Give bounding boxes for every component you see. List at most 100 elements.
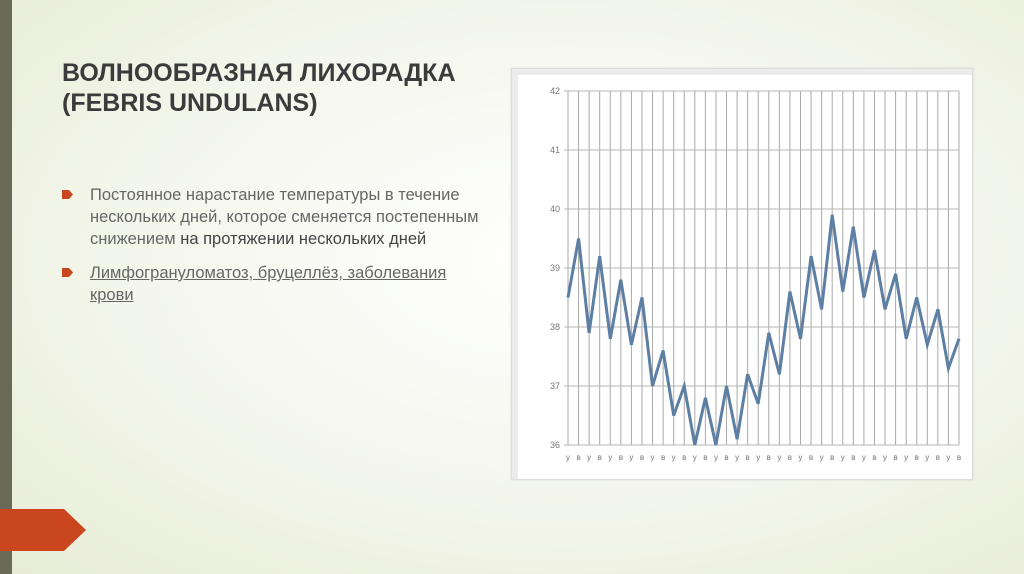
- bullet-text-part2: на протяжении нескольких дней: [180, 230, 427, 248]
- x-tick-label: в: [851, 453, 855, 462]
- temperature-data-point: [609, 338, 611, 340]
- x-tick-label: у: [735, 453, 739, 462]
- temperature-data-point: [673, 415, 675, 416]
- x-tick-label: у: [798, 453, 802, 462]
- x-tick-label: у: [693, 453, 697, 462]
- temperature-data-point: [683, 385, 685, 387]
- bullet-list: Постоянное нарастание температуры в тече…: [62, 184, 482, 318]
- x-tick-label: в: [957, 453, 961, 462]
- y-tick-label: 42: [550, 86, 560, 96]
- temperature-data-point: [947, 367, 949, 369]
- temperature-data-point: [768, 332, 770, 334]
- x-tick-label: у: [820, 453, 824, 462]
- temperature-data-point: [567, 297, 569, 298]
- temperature-data-point: [757, 403, 759, 405]
- temperature-series-line: [566, 214, 961, 446]
- x-tick-label: в: [703, 453, 707, 462]
- temperature-data-point: [736, 438, 738, 440]
- temperature-data-point: [831, 214, 833, 216]
- temperature-data-point: [599, 255, 601, 257]
- temperature-data-point: [905, 338, 907, 340]
- temperature-data-point: [789, 291, 791, 293]
- x-tick-label: в: [746, 453, 750, 462]
- temperature-data-point: [937, 308, 939, 310]
- x-tick-label: в: [936, 453, 940, 462]
- x-tick-label: у: [672, 453, 676, 462]
- temperature-data-point: [704, 397, 706, 399]
- temperature-data-point: [694, 444, 696, 446]
- x-tick-label: в: [788, 453, 792, 462]
- x-tick-label: в: [872, 453, 876, 462]
- temperature-data-point: [799, 338, 801, 340]
- temperature-data-point: [852, 226, 854, 228]
- arrow-tab-decoration: [0, 509, 86, 551]
- x-tick-label: у: [608, 453, 612, 462]
- x-tick-label: в: [682, 453, 686, 462]
- y-tick-label: 40: [550, 204, 560, 214]
- x-tick-label: у: [587, 453, 591, 462]
- arrow-bullet-icon: [62, 190, 73, 199]
- x-tick-label: у: [925, 453, 929, 462]
- y-tick-label: 37: [550, 381, 560, 391]
- temperature-data-point: [916, 297, 918, 298]
- temperature-data-point: [778, 373, 780, 375]
- temperature-data-point: [715, 444, 717, 446]
- x-tick-label: в: [619, 453, 623, 462]
- x-tick-label: в: [640, 453, 644, 462]
- x-tick-label: в: [724, 453, 728, 462]
- x-tick-label: в: [576, 453, 580, 462]
- x-tick-label: в: [661, 453, 665, 462]
- temperature-data-point: [810, 255, 812, 257]
- temperature-data-point: [641, 297, 643, 298]
- temperature-data-point: [620, 279, 622, 281]
- x-tick-label: в: [830, 453, 834, 462]
- x-tick-label: в: [893, 453, 897, 462]
- x-tick-label: у: [883, 453, 887, 462]
- y-tick-label: 38: [550, 322, 560, 332]
- x-tick-label: у: [714, 453, 718, 462]
- temperature-data-point: [863, 297, 865, 298]
- x-tick-label: у: [904, 453, 908, 462]
- x-tick-label: в: [809, 453, 813, 462]
- temperature-data-point: [652, 385, 654, 387]
- title-line-1: ВОЛНООБРАЗНАЯ ЛИХОРАДКА: [62, 59, 456, 87]
- diseases-link[interactable]: Лимфогрануломатоз, бруцеллёз, заболевани…: [90, 264, 447, 304]
- x-tick-label: в: [767, 453, 771, 462]
- slide-title: ВОЛНООБРАЗНАЯ ЛИХОРАДКА (FEBRIS UNDULANS…: [62, 58, 482, 118]
- temperature-data-point: [747, 373, 749, 375]
- temperature-data-point: [821, 308, 823, 310]
- temperature-data-point: [926, 344, 928, 346]
- bullet-text: Постоянное нарастание температуры в тече…: [90, 186, 478, 248]
- x-tick-label: у: [629, 453, 633, 462]
- y-tick-label: 39: [550, 263, 560, 273]
- temperature-data-point: [630, 344, 632, 346]
- arrow-bullet-icon: [62, 268, 73, 277]
- x-tick-label: у: [946, 453, 950, 462]
- x-tick-label: у: [566, 453, 570, 462]
- x-tick-label: у: [756, 453, 760, 462]
- temperature-data-point: [873, 249, 875, 251]
- x-tick-label: у: [862, 453, 866, 462]
- temperature-data-point: [958, 338, 960, 340]
- bullet-item-diseases: Лимфогрануломатоз, бруцеллёз, заболевани…: [62, 262, 482, 306]
- temperature-data-point: [578, 238, 580, 239]
- temperature-chart-frame: 42 41 40 39 38 37 36 у в у в у в у в у в у в у в у в у в у в у в у в у в…: [511, 68, 973, 480]
- x-tick-label: у: [841, 453, 845, 462]
- left-accent-bar: [0, 0, 12, 574]
- temperature-data-point: [895, 273, 897, 275]
- temperature-data-point: [842, 291, 844, 293]
- temperature-data-point: [884, 308, 886, 310]
- bullet-item-description: Постоянное нарастание температуры в тече…: [62, 184, 482, 250]
- y-tick-label: 36: [550, 440, 560, 450]
- bullet-text-part1: Постоянное нарастание температуры в тече…: [90, 186, 479, 248]
- x-tick-label: в: [915, 453, 919, 462]
- temperature-data-point: [726, 385, 728, 387]
- x-tick-label: в: [598, 453, 602, 462]
- y-tick-label: 41: [550, 145, 560, 155]
- title-line-2: (FEBRIS UNDULANS): [62, 89, 318, 117]
- temperature-data-point: [588, 332, 590, 334]
- x-tick-label: у: [651, 453, 655, 462]
- x-tick-label: у: [777, 453, 781, 462]
- temperature-data-point: [662, 350, 664, 352]
